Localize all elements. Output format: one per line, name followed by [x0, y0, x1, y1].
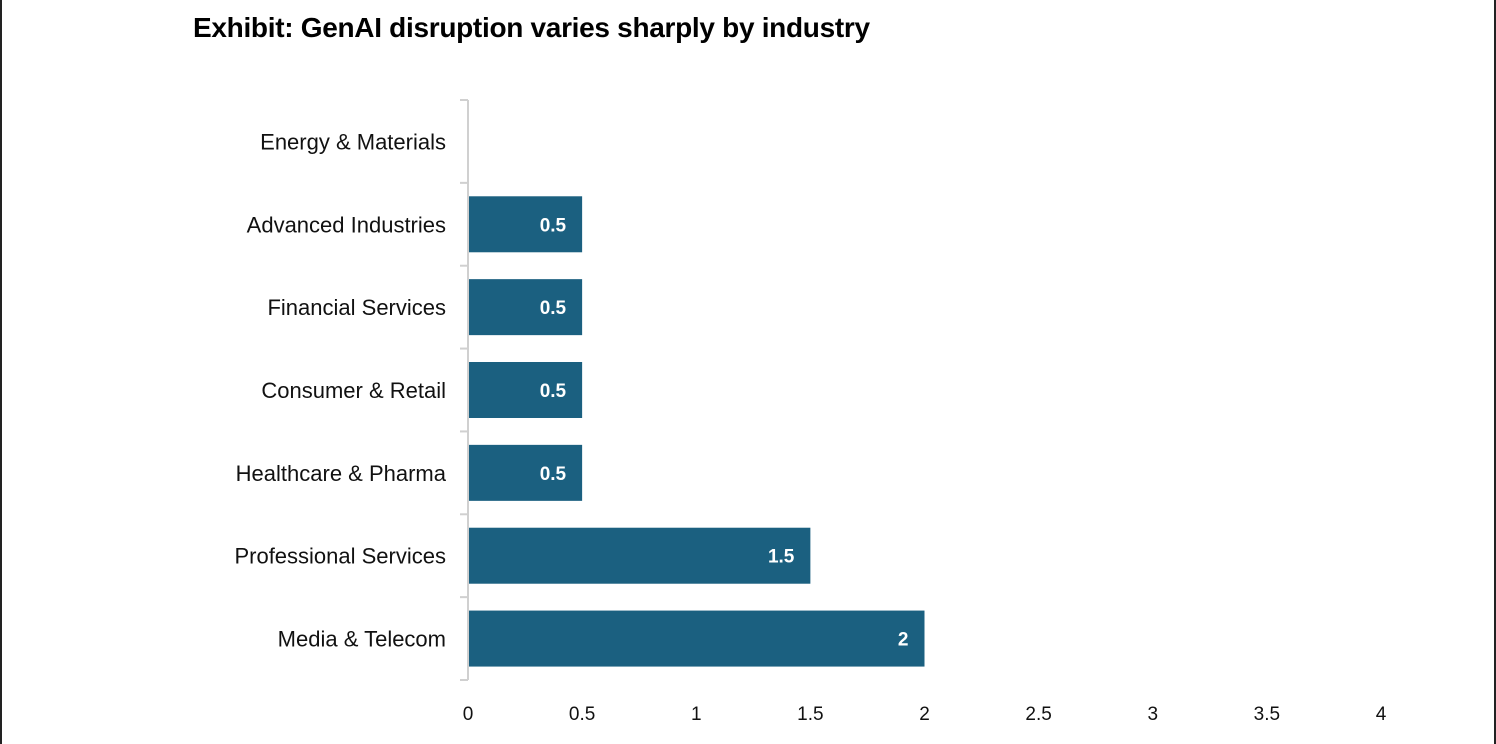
- bar: [469, 444, 583, 501]
- bar: [469, 610, 925, 667]
- x-tick-label: 0.5: [569, 704, 595, 725]
- x-tick-label: 4: [1376, 704, 1387, 725]
- category-label: Professional Services: [234, 544, 446, 569]
- x-tick-label: 3.5: [1254, 704, 1280, 725]
- category-label: Healthcare & Pharma: [236, 461, 447, 486]
- x-tick-label: 0: [463, 704, 474, 725]
- category-label: Financial Services: [267, 295, 446, 320]
- bar: [469, 196, 583, 253]
- bar: [469, 279, 583, 336]
- bar-value-label: 2: [898, 630, 909, 651]
- category-label: Media & Telecom: [278, 627, 446, 652]
- chart-title: Exhibit: GenAI disruption varies sharply…: [193, 12, 870, 43]
- x-tick-label: 3: [1147, 704, 1158, 725]
- bar: [469, 527, 811, 584]
- bar-value-label: 0.5: [540, 464, 567, 485]
- bar: [469, 362, 583, 418]
- bar-value-label: 0.5: [540, 298, 567, 319]
- x-tick-label: 2.5: [1025, 704, 1051, 725]
- x-tick-label: 2: [919, 704, 930, 725]
- category-label: Energy & Materials: [260, 129, 446, 154]
- bar-value-label: 0.5: [540, 215, 567, 236]
- bar-value-label: 0.5: [540, 381, 567, 402]
- x-tick-label: 1.5: [797, 704, 823, 725]
- x-tick-label: 1: [691, 704, 702, 725]
- bar-value-label: 1.5: [768, 547, 795, 568]
- category-label: Advanced Industries: [247, 212, 446, 237]
- category-label: Consumer & Retail: [261, 378, 446, 403]
